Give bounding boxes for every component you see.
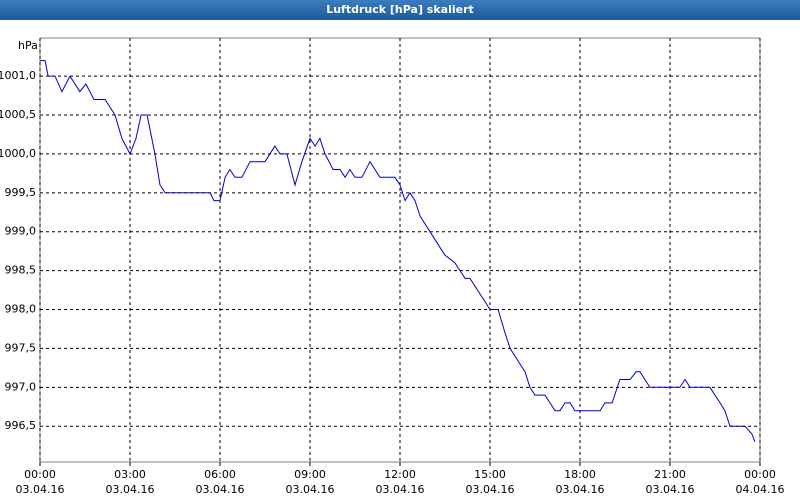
x-tick-label: 03:00 <box>114 468 146 481</box>
y-tick-label: 1001,0 <box>0 69 36 82</box>
x-tick-label: 03.04.16 <box>376 483 425 496</box>
x-tick-label: 03.04.16 <box>286 483 335 496</box>
x-tick-label: 04.04.16 <box>736 483 785 496</box>
data-line <box>40 60 756 442</box>
x-tick-label: 03.04.16 <box>556 483 605 496</box>
y-tick-label: 1000,0 <box>0 147 36 160</box>
x-tick-label: 00:00 <box>24 468 56 481</box>
x-tick-label: 03.04.16 <box>466 483 515 496</box>
x-tick-label: 03.04.16 <box>16 483 65 496</box>
x-tick-label: 06:00 <box>204 468 236 481</box>
x-tick-label: 03.04.16 <box>196 483 245 496</box>
x-tick-label: 15:00 <box>474 468 506 481</box>
y-tick-label: 1000,5 <box>0 108 36 121</box>
y-tick-label: 998,5 <box>5 264 37 277</box>
x-tick-label: 21:00 <box>654 468 686 481</box>
x-tick-label: 03.04.16 <box>106 483 155 496</box>
y-axis-label: hPa <box>18 39 38 52</box>
x-tick-label: 12:00 <box>384 468 416 481</box>
y-tick-label: 997,5 <box>5 341 37 354</box>
x-tick-label: 09:00 <box>294 468 326 481</box>
y-tick-label: 999,5 <box>5 186 37 199</box>
y-tick-label: 997,0 <box>5 380 37 393</box>
x-tick-label: 00:00 <box>744 468 776 481</box>
y-tick-label: 998,0 <box>5 303 37 316</box>
x-tick-label: 18:00 <box>564 468 596 481</box>
y-tick-label: 999,0 <box>5 225 37 238</box>
x-tick-label: 03.04.16 <box>646 483 695 496</box>
chart-title: Luftdruck [hPa] skaliert <box>326 3 474 16</box>
y-tick-label: 996,5 <box>5 419 37 432</box>
title-bar <box>0 0 800 20</box>
